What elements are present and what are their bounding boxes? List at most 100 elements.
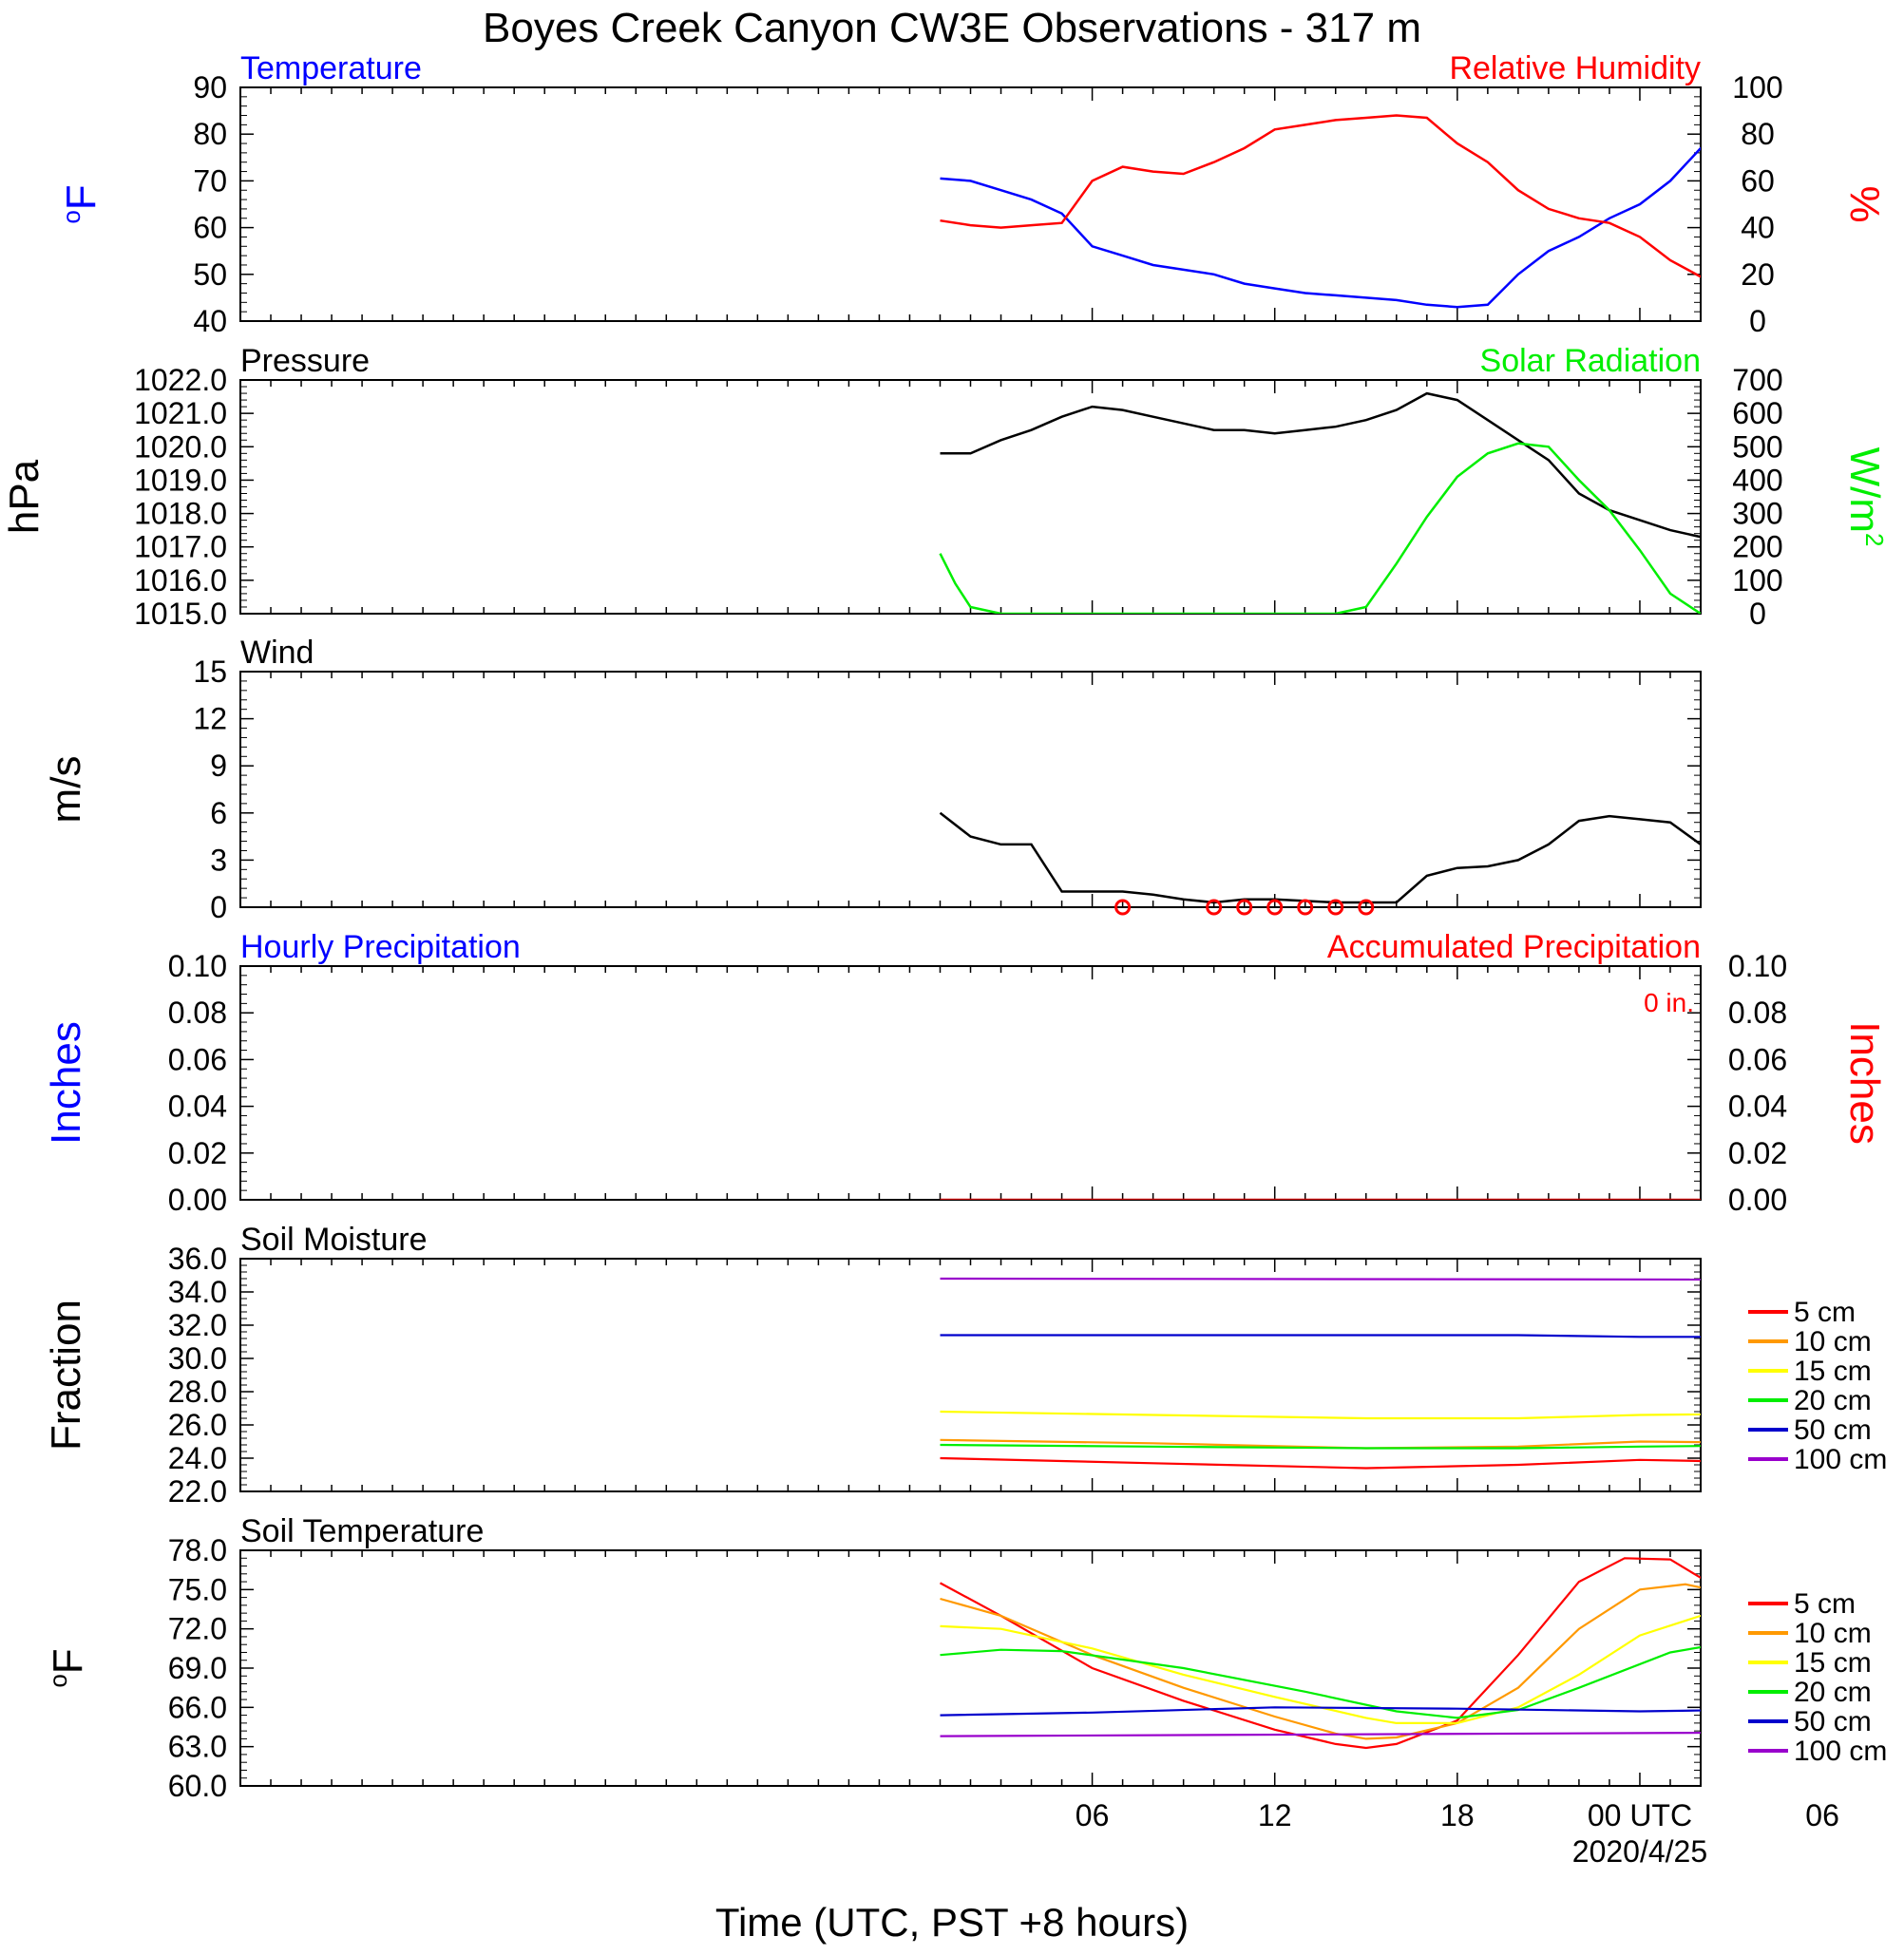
y-tick-label-left: 9 [210, 749, 227, 783]
y-tick-label-left: 66.0 [168, 1690, 227, 1724]
x-tick-label: 06 [1805, 1798, 1839, 1832]
legend-label: 5 cm [1794, 1297, 1856, 1328]
calm-wind-marker [1327, 899, 1344, 916]
legend-label: 10 cm [1794, 1326, 1872, 1357]
series-line-10-cm [940, 1583, 1701, 1740]
panel-title-right: Relative Humidity [1449, 50, 1701, 86]
y-tick-label-left: 0.06 [168, 1042, 227, 1076]
legend-label: 100 cm [1794, 1444, 1887, 1475]
series-line-5-cm [940, 1456, 1701, 1470]
series-line-20-cm [940, 1645, 1701, 1719]
panel-title-left: Wind [240, 635, 314, 671]
series-line-1 [940, 114, 1701, 278]
legend-label: 15 cm [1794, 1647, 1872, 1679]
y-tick-label-left: 6 [210, 796, 227, 830]
panel-title-right: Solar Radiation [1480, 343, 1701, 379]
x-axis-label: Time (UTC, PST +8 hours) [715, 1900, 1189, 1945]
legend-label: 10 cm [1794, 1618, 1872, 1649]
series-line-15-cm [940, 1614, 1701, 1725]
y-tick-label-left: 28.0 [168, 1375, 227, 1409]
series-line-15-cm [940, 1410, 1701, 1420]
panel-title-left: Soil Temperature [240, 1513, 484, 1549]
calm-wind-marker [1297, 899, 1314, 916]
panel-title-right: Accumulated Precipitation [1327, 929, 1701, 965]
accumulated-total: 0 in. [1644, 988, 1694, 1017]
x-tick-label: 18 [1440, 1798, 1475, 1832]
panel-soil_temp: 60.0 63.0 66.0 69.0 72.0 75.0 78.0 Soil Tempera… [44, 1513, 1887, 1869]
legend-label: 20 cm [1794, 1677, 1872, 1708]
y-tick-label-right: 700 [1732, 363, 1782, 397]
y-tick-label-left: 50 [193, 257, 227, 292]
panel-title-left: Hourly Precipitation [240, 929, 521, 965]
series-line-10-cm [940, 1438, 1701, 1450]
y-tick-label-left: 36.0 [168, 1242, 227, 1276]
y-tick-label-right: 80 [1741, 117, 1775, 151]
y-tick-label-left: 1015.0 [134, 597, 227, 631]
y-tick-label-left: 3 [210, 843, 227, 877]
y-tick-label-right: 0.10 [1728, 949, 1787, 983]
y-axis-title: Inches [1841, 1021, 1888, 1145]
legend-label: 50 cm [1794, 1706, 1872, 1737]
panel-soil_moisture: 22.024.026.028.030.032.034.036.0 Soil Moi… [43, 1222, 1887, 1509]
y-axis-label-left: Fraction [43, 1300, 89, 1451]
y-axis-label-right: % [1841, 185, 1888, 222]
legend-label: 20 cm [1794, 1385, 1872, 1416]
y-tick-label-left: 1020.0 [134, 429, 227, 464]
y-tick-label-left: 1017.0 [134, 530, 227, 564]
y-axis-label-left: oF [44, 1648, 91, 1687]
series-line-0 [940, 146, 1701, 309]
y-tick-label-left: 34.0 [168, 1275, 227, 1309]
x-tick-label: 06 [1076, 1798, 1110, 1832]
plot-frame [239, 671, 1702, 908]
y-tick-label-right: 40 [1741, 211, 1775, 245]
y-axis-label-left: hPa [1, 459, 48, 534]
series-line-0 [939, 811, 1701, 904]
x-date-label: 2020/4/25 [1572, 1834, 1707, 1869]
y-axis-title: m/s [43, 756, 89, 824]
panel-pressure_solar: 1015.01016.01017.01018.01019.01020.01021… [1, 343, 1889, 631]
figure-title: Boyes Creek Canyon CW3E Observations - 3… [483, 5, 1421, 51]
y-tick-label-left: 0.08 [168, 996, 227, 1030]
y-tick-label-left: 1016.0 [134, 563, 227, 598]
y-axis-title: hPa [1, 459, 48, 534]
y-tick-label-right: 0.08 [1728, 996, 1787, 1030]
y-axis-label-right: Inches [1841, 1021, 1888, 1145]
y-tick-label-right: 0 [1749, 304, 1766, 338]
y-axis-title: Inches [43, 1021, 89, 1145]
panel-temp_rh: 40 50 60 70 80 90 0 20 40 60 80 100 Temperature Relat… [57, 50, 1888, 338]
plot-frame [239, 1258, 1702, 1492]
series-line-20-cm [940, 1443, 1701, 1450]
y-tick-label-right: 600 [1732, 396, 1782, 430]
y-tick-label-right: 0.04 [1728, 1090, 1787, 1124]
y-tick-label-left: 72.0 [168, 1612, 227, 1646]
series-line-50-cm [940, 1706, 1701, 1717]
y-tick-label-left: 0 [210, 890, 227, 924]
y-tick-label-left: 40 [193, 304, 227, 338]
y-tick-label-left: 80 [193, 117, 227, 151]
y-axis-title: oF [57, 184, 105, 223]
panel-title-left: Pressure [240, 343, 370, 379]
y-tick-label-left: 1018.0 [134, 497, 227, 531]
series-line-50-cm [940, 1334, 1701, 1338]
y-tick-label-left: 12 [193, 702, 227, 736]
y-tick-label-left: 90 [193, 70, 227, 104]
y-tick-label-left: 0.10 [168, 949, 227, 983]
y-axis-title: Fraction [43, 1300, 89, 1451]
y-tick-label-left: 30.0 [168, 1341, 227, 1376]
plot-frame [239, 965, 1702, 1201]
y-tick-label-right: 400 [1732, 463, 1782, 497]
panel-title-left: Temperature [240, 50, 422, 86]
series-line-0 [940, 391, 1701, 539]
legend-label: 5 cm [1794, 1588, 1856, 1620]
legend-label: 50 cm [1794, 1414, 1872, 1446]
panel-title-left: Soil Moisture [240, 1222, 428, 1258]
y-tick-label-left: 24.0 [168, 1441, 227, 1475]
y-tick-label-left: 1019.0 [134, 463, 227, 497]
y-axis-title: % [1841, 185, 1888, 222]
y-tick-label-right: 500 [1732, 429, 1782, 464]
panel-precip: 0.00 0.02 0.04 0.06 0.08 0.10 0.00 0.02 0.04 0.06… [43, 929, 1888, 1217]
calm-wind-marker [1114, 899, 1132, 916]
plot-frame [239, 86, 1702, 322]
